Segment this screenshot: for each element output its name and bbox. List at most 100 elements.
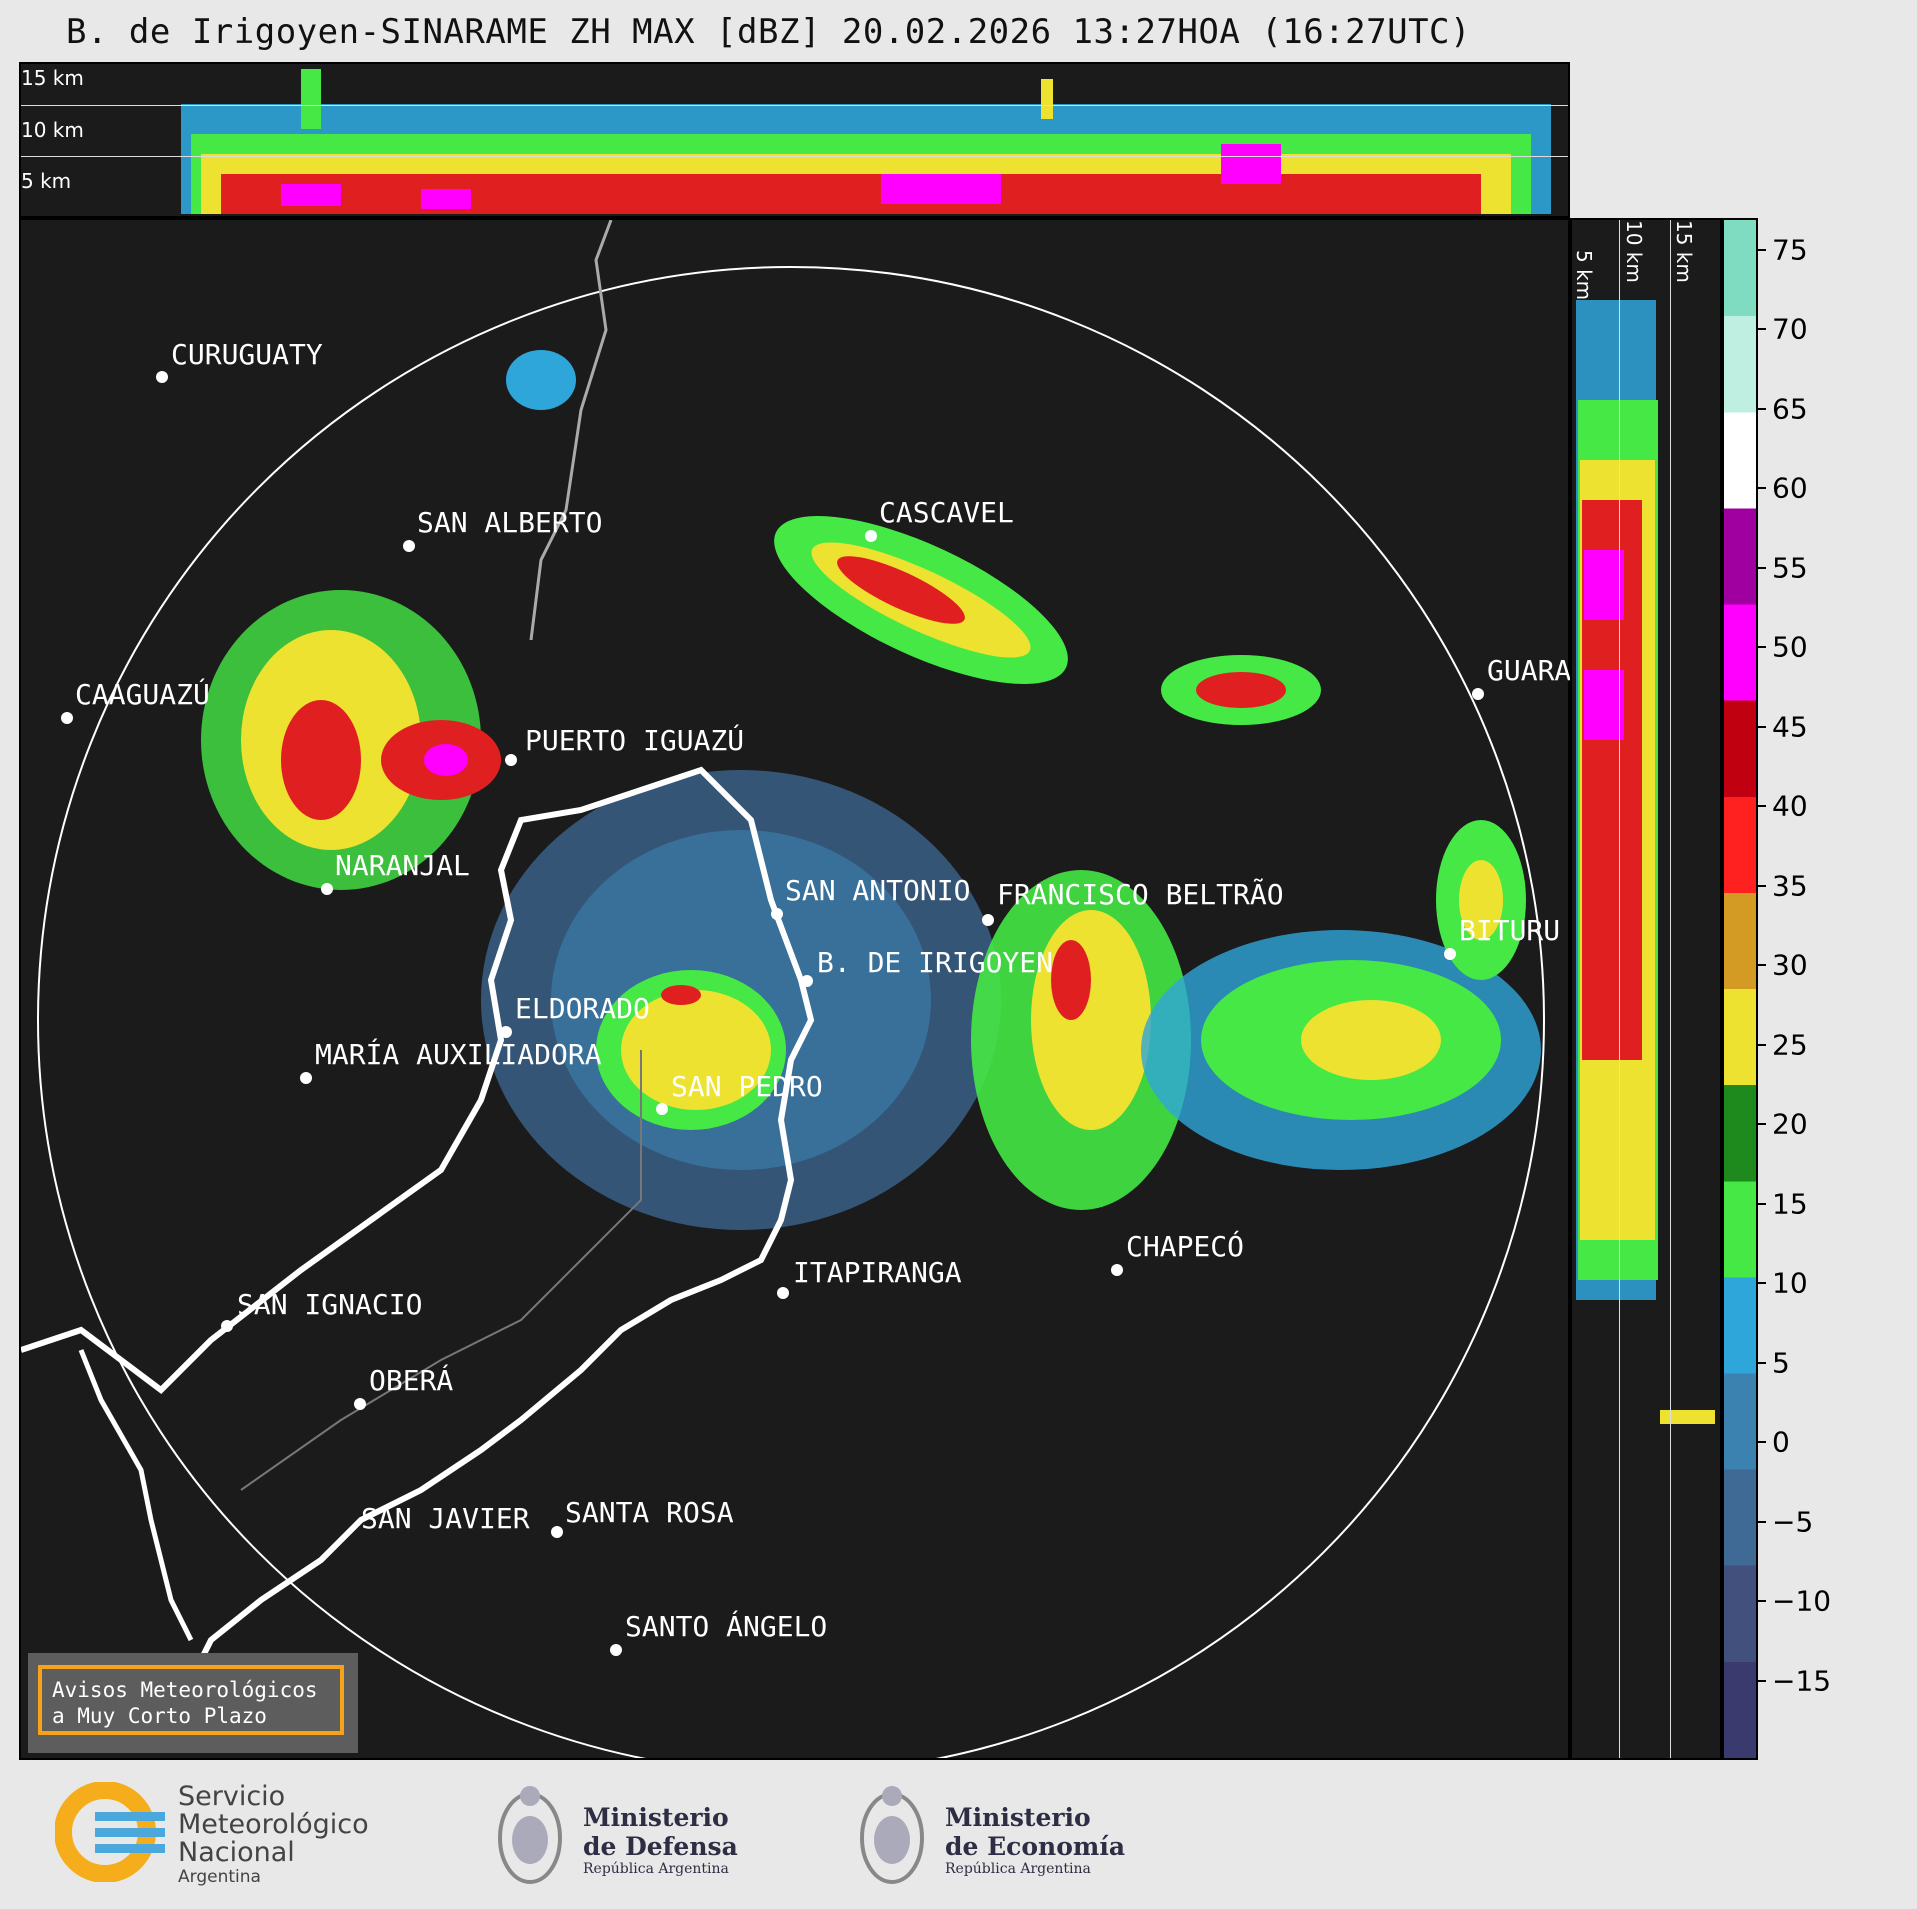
city-label: SAN IGNACIO [237, 1288, 423, 1321]
city-label: CAAGUAZÚ [75, 678, 210, 711]
top-altitude-label: 5 km [21, 169, 72, 193]
city-label: SAN ALBERTO [417, 506, 603, 539]
city-label: SAN ANTONIO [785, 874, 971, 907]
city-dot [500, 1026, 512, 1038]
city-label: OBERÁ [369, 1364, 454, 1397]
city-label: PUERTO IGUAZÚ [525, 724, 745, 757]
altitude-line-10km [1670, 220, 1671, 1758]
city-label: FRANCISCO BELTRÃO [997, 878, 1284, 911]
colorbar-tick [1758, 407, 1766, 410]
colorbar-tick [1758, 1361, 1766, 1364]
storm-cell-san-pedro [596, 970, 786, 1130]
colorbar-tick [1758, 1600, 1766, 1603]
radar-reflectivity-layer [21, 220, 1545, 1758]
avisos-line2: a Muy Corto Plazo [52, 1704, 267, 1728]
colorbar-tick-label: 60 [1772, 471, 1808, 505]
side-echo-profile [1576, 300, 1715, 1424]
colorbar-tick-label: 0 [1772, 1425, 1790, 1459]
argentina-shield-icon [498, 1786, 562, 1884]
altitude-line-5km [1619, 220, 1620, 1758]
city-label: CHAPECÓ [1126, 1230, 1245, 1263]
colorbar-tick-label: 50 [1772, 630, 1808, 664]
economia-line3: República Argentina [945, 1861, 1091, 1877]
colorbar-tick [1758, 566, 1766, 569]
city-label: BITURU [1459, 914, 1561, 947]
city-label: SAN PEDRO [671, 1070, 823, 1103]
range-ring [37, 266, 1545, 1758]
economia-line2: de Economía [945, 1832, 1126, 1861]
city-dot [221, 1320, 233, 1332]
smn-name-line2: Meteorológico [178, 1809, 369, 1840]
city-dot [403, 540, 415, 552]
city-dot [551, 1526, 563, 1538]
department-borders [240, 1050, 642, 1491]
city-dot [771, 908, 783, 920]
altitude-line-5km [21, 156, 1568, 157]
city-label: CASCAVEL [879, 496, 1014, 529]
smn-name-line1: Servicio [178, 1781, 286, 1812]
city-dot [1472, 688, 1484, 700]
top-cross-section-panel: 15 km 10 km 5 km [19, 62, 1570, 218]
colorbar-tick [1758, 1282, 1766, 1285]
city-dot [865, 530, 877, 542]
defensa-line1: Ministerio [583, 1803, 729, 1832]
colorbar-tick-label: 10 [1772, 1266, 1808, 1300]
city-dot [1444, 948, 1456, 960]
paraguay-brazil-border [529, 220, 613, 641]
radar-map-panel: CURUGUATY SAN ALBERTO CAAGUAZÚ PUERTO IG… [19, 218, 1571, 1760]
colorbar-tick-label: 45 [1772, 710, 1808, 744]
argentina-border-south [78, 1349, 194, 1642]
colorbar-tick [1758, 328, 1766, 331]
smn-name-line3: Nacional [178, 1837, 295, 1868]
colorbar-tick [1758, 487, 1766, 490]
top-echo-profile [181, 69, 1551, 214]
colorbar-tick [1758, 1202, 1766, 1205]
city-label: SANTA ROSA [565, 1496, 734, 1529]
radar-site-dot [801, 975, 813, 987]
colorbar-tick-label: 25 [1772, 1028, 1808, 1062]
city-label: ELDORADO [515, 992, 650, 1025]
city-label: ITAPIRANGA [793, 1256, 962, 1289]
top-altitude-label: 10 km [21, 118, 84, 142]
city-label: SANTO ÁNGELO [625, 1610, 828, 1643]
page-title: B. de Irigoyen-SINARAME ZH MAX [dBZ] 20.… [66, 12, 1471, 52]
colorbar-tick [1758, 1123, 1766, 1126]
city-dot [505, 754, 517, 766]
city-dot [656, 1103, 668, 1115]
city-dot [300, 1072, 312, 1084]
city-label: MARÍA AUXILIADORA [315, 1038, 602, 1071]
city-dot [354, 1398, 366, 1410]
colorbar-tick-label: 70 [1772, 312, 1808, 346]
colorbar-tick-label: −15 [1772, 1664, 1832, 1697]
smn-name-line4: Argentina [178, 1867, 261, 1887]
avisos-banner[interactable]: Avisos Meteorológicos a Muy Corto Plazo [28, 1653, 358, 1753]
colorbar-tick [1758, 248, 1766, 251]
city-label: CURUGUATY [171, 338, 323, 371]
city-label: SAN JAVIER [361, 1502, 530, 1535]
city-dot [61, 712, 73, 724]
dbz-colorbar [1722, 218, 1758, 1760]
city-dot [777, 1287, 789, 1299]
colorbar-tick [1758, 725, 1766, 728]
colorbar-tick [1758, 1520, 1766, 1523]
defensa-line2: de Defensa [583, 1832, 738, 1861]
side-altitude-label: 5 km [1572, 250, 1596, 301]
colorbar-tick-label: 30 [1772, 948, 1808, 982]
avisos-line1: Avisos Meteorológicos [52, 1678, 318, 1702]
colorbar-tick-label: 20 [1772, 1107, 1808, 1141]
colorbar-tick-label: 35 [1772, 869, 1808, 903]
colorbar-tick [1758, 1043, 1766, 1046]
colorbar-tick-label: 55 [1772, 551, 1808, 585]
colorbar-tick-label: −10 [1772, 1584, 1832, 1618]
defensa-line3: República Argentina [583, 1861, 729, 1877]
altitude-line-10km [21, 105, 1568, 106]
colorbar-tick [1758, 1679, 1766, 1682]
storm-cell-northwest [201, 350, 576, 890]
colorbar-tick [1758, 884, 1766, 887]
side-altitude-label: 15 km [1672, 220, 1696, 283]
economia-line1: Ministerio [945, 1803, 1091, 1832]
colorbar-tick-label: −5 [1772, 1505, 1814, 1539]
city-label: NARANJAL [335, 849, 470, 882]
top-altitude-label: 15 km [21, 66, 84, 90]
avisos-frame[interactable]: Avisos Meteorológicos a Muy Corto Plazo [38, 1665, 344, 1735]
